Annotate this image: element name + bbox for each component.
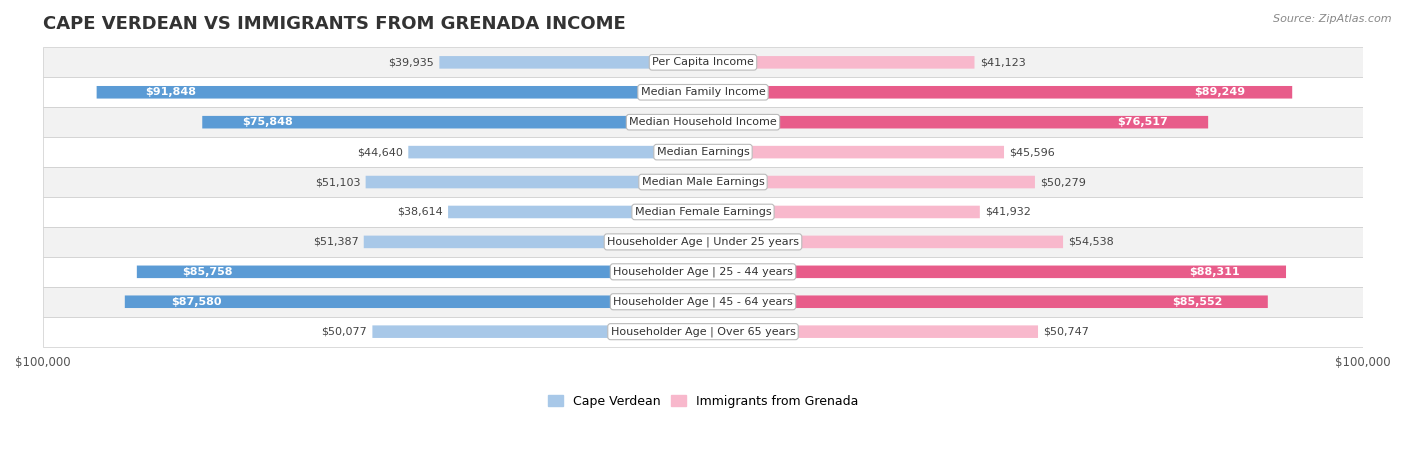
FancyBboxPatch shape [202,116,703,128]
Text: $85,552: $85,552 [1173,297,1223,307]
FancyBboxPatch shape [703,325,1038,338]
Text: Median Household Income: Median Household Income [628,117,778,127]
Text: $45,596: $45,596 [1010,147,1054,157]
FancyBboxPatch shape [373,325,703,338]
Text: $50,747: $50,747 [1043,327,1090,337]
Text: $76,517: $76,517 [1116,117,1168,127]
Text: $39,935: $39,935 [388,57,434,67]
Text: Median Female Earnings: Median Female Earnings [634,207,772,217]
Bar [42,197,1364,227]
FancyBboxPatch shape [439,56,703,69]
FancyBboxPatch shape [364,236,703,248]
Text: Source: ZipAtlas.com: Source: ZipAtlas.com [1274,14,1392,24]
Text: $38,614: $38,614 [396,207,443,217]
Text: $89,249: $89,249 [1194,87,1246,97]
FancyBboxPatch shape [703,205,980,218]
Text: Per Capita Income: Per Capita Income [652,57,754,67]
FancyBboxPatch shape [97,86,703,99]
FancyBboxPatch shape [703,266,1286,278]
Text: $41,932: $41,932 [986,207,1031,217]
FancyBboxPatch shape [366,176,703,188]
Text: $88,311: $88,311 [1188,267,1239,277]
Bar [42,257,1364,287]
FancyBboxPatch shape [703,116,1208,128]
Bar [42,78,1364,107]
Text: $75,848: $75,848 [242,117,292,127]
Text: Householder Age | 45 - 64 years: Householder Age | 45 - 64 years [613,297,793,307]
Bar [42,227,1364,257]
FancyBboxPatch shape [703,236,1063,248]
Text: Median Earnings: Median Earnings [657,147,749,157]
Bar [42,167,1364,197]
Text: $51,103: $51,103 [315,177,360,187]
Text: $41,123: $41,123 [980,57,1025,67]
Text: Householder Age | Under 25 years: Householder Age | Under 25 years [607,237,799,247]
Text: $50,077: $50,077 [322,327,367,337]
Bar [42,137,1364,167]
Text: Median Family Income: Median Family Income [641,87,765,97]
Text: $91,848: $91,848 [145,87,197,97]
Text: Median Male Earnings: Median Male Earnings [641,177,765,187]
Text: $51,387: $51,387 [312,237,359,247]
Text: Householder Age | 25 - 44 years: Householder Age | 25 - 44 years [613,267,793,277]
FancyBboxPatch shape [125,296,703,308]
Text: CAPE VERDEAN VS IMMIGRANTS FROM GRENADA INCOME: CAPE VERDEAN VS IMMIGRANTS FROM GRENADA … [42,15,626,33]
Bar [42,317,1364,347]
FancyBboxPatch shape [703,146,1004,158]
Bar [42,107,1364,137]
FancyBboxPatch shape [408,146,703,158]
FancyBboxPatch shape [449,205,703,218]
FancyBboxPatch shape [703,86,1292,99]
Text: Householder Age | Over 65 years: Householder Age | Over 65 years [610,326,796,337]
FancyBboxPatch shape [703,56,974,69]
Bar [42,287,1364,317]
Text: $54,538: $54,538 [1069,237,1114,247]
FancyBboxPatch shape [136,266,703,278]
Bar [42,47,1364,78]
FancyBboxPatch shape [703,176,1035,188]
Text: $50,279: $50,279 [1040,177,1085,187]
Text: $44,640: $44,640 [357,147,404,157]
FancyBboxPatch shape [703,296,1268,308]
Legend: Cape Verdean, Immigrants from Grenada: Cape Verdean, Immigrants from Grenada [543,389,863,413]
Text: $85,758: $85,758 [183,267,232,277]
Text: $87,580: $87,580 [172,297,222,307]
